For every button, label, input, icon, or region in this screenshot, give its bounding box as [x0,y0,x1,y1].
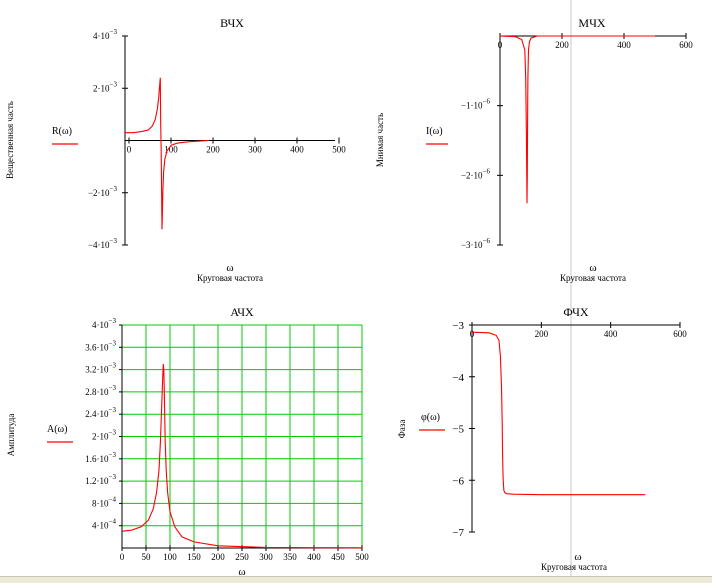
chart-title: ВЧХ [220,16,244,30]
x-tick-label: 200 [535,329,549,339]
y-tick-label: −3 [452,320,464,332]
y-tick-label: −4 [452,372,464,384]
y-tick-label: 3.2·10−3 [85,362,116,375]
y-tick-label: −4·10−3 [88,237,118,250]
y-axis-label: Вещественная часть [5,101,15,179]
series-line [471,331,646,496]
series-line [121,363,363,549]
x-tick-label: 200 [555,40,569,50]
x-tick-label: 450 [331,552,345,562]
x-axis-sublabel: Круговая частота [560,273,626,283]
y-tick-label: 2.4·10−3 [85,406,116,419]
y-tick-label: 2·10−3 [93,80,117,93]
x-tick-label: 0 [498,40,503,50]
chart-title: АЧХ [230,305,254,319]
x-axis-sublabel: Круговая частота [541,562,607,572]
x-axis-label: ω [226,262,233,274]
x-tick-label: 400 [617,40,631,50]
x-tick-label: 400 [604,329,618,339]
x-tick-label: 50 [142,552,152,562]
y-axis-label: Амплитуда [6,414,16,457]
x-axis-label: ω [574,551,581,563]
y-tick-label: 4·10−3 [93,28,117,41]
y-tick-label: 2.8·10−3 [85,384,116,397]
x-tick-label: 0 [127,145,132,155]
y-tick-label: 8·10−4 [92,495,116,508]
legend-label: A(ω) [47,424,67,435]
x-tick-label: 100 [163,552,177,562]
legend-label: φ(ω) [421,412,440,423]
x-tick-label: 400 [307,552,321,562]
x-tick-label: 350 [283,552,297,562]
window-bottom-strip [0,576,712,583]
legend-label: R(ω) [52,126,72,137]
y-tick-label: −5 [452,424,464,436]
x-axis-label: ω [238,566,245,578]
y-tick-label: 2·10−3 [92,429,116,442]
x-tick-label: 600 [679,40,693,50]
y-tick-label: −2·10−6 [461,167,491,180]
x-tick-label: 300 [248,145,262,155]
x-tick-label: 100 [164,145,178,155]
y-axis-label: Мнимая часть [375,113,385,167]
x-tick-label: 0 [120,552,125,562]
y-tick-label: −2·10−3 [88,185,118,198]
x-tick-label: 200 [206,145,220,155]
y-tick-label: 1.2·10−3 [85,473,116,486]
chart-vchx: 0 100 200 300 400 500 4·10−3 2·10−3 −2·10−3 −4·10… [5,16,346,283]
y-tick-label: 1.6·10−3 [85,451,116,464]
y-tick-label: −6 [452,475,464,487]
y-tick-label: −3·10−6 [461,237,491,250]
legend-label: I(ω) [426,126,443,137]
chart-mchx: 0 200 400 600 −1·10−6 −2·10−6 −3·10−6 МЧХ ωКруго… [375,16,693,283]
x-axis-label: ω [589,262,596,274]
chart-title: ФЧХ [563,305,589,319]
x-tick-label: 500 [332,145,346,155]
x-tick-label: 400 [290,145,304,155]
x-axis-sublabel: Круговая частота [197,273,263,283]
chart-achx: 0 50 100 150 200 250 300 350 400 450 500 4·10−3 3.6·… [6,305,369,578]
y-axis-label: Фаза [397,420,407,439]
x-tick-label: 0 [470,329,475,339]
y-tick-label: −7 [452,527,464,539]
x-tick-label: 500 [355,552,369,562]
x-tick-label: 600 [673,329,687,339]
series-line [499,35,655,204]
y-tick-label: −1·10−6 [461,98,491,111]
y-tick-label: 4·10−4 [92,518,116,531]
x-tick-label: 200 [211,552,225,562]
x-tick-label: 250 [235,552,249,562]
chart-title: МЧХ [578,16,605,30]
y-tick-label: 3.6·10−3 [85,339,116,352]
x-tick-label: 150 [187,552,201,562]
x-tick-label: 300 [259,552,273,562]
y-tick-label: 4·10−3 [92,317,116,330]
series-line [125,77,210,230]
